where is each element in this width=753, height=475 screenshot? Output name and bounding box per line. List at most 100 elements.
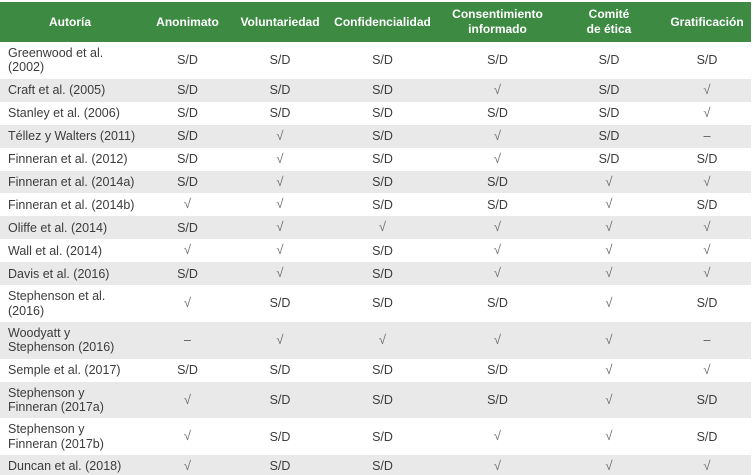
value-cell: S/D: [177, 128, 198, 143]
value-cell: √: [605, 219, 613, 235]
value-cell: √: [703, 361, 711, 377]
value-cell: S/D: [372, 174, 393, 189]
value-cell: S/D: [598, 83, 620, 98]
value-cell: √: [276, 150, 284, 166]
value-cell: √: [493, 428, 502, 444]
value-cell: √: [493, 458, 502, 474]
value-cell: √: [183, 391, 192, 407]
table-row: Woodyatt y Stephenson (2016) – √ √ √ √ –: [0, 321, 751, 359]
value-cell: S/D: [487, 296, 508, 311]
table-row: Greenwood et al. (2002) S/D S/D S/D S/D S/D S/…: [0, 42, 751, 79]
column-header-anonimato: Anonimato: [140, 2, 235, 42]
value-cell: S/D: [598, 151, 620, 166]
value-cell: S/D: [598, 105, 620, 120]
value-cell: √: [183, 196, 192, 212]
author-cell: Stephenson et al. (2016): [8, 289, 106, 318]
value-cell: S/D: [177, 105, 198, 120]
value-cell: S/D: [269, 296, 291, 311]
value-cell: √: [276, 173, 284, 189]
value-cell: S/D: [487, 362, 508, 377]
author-cell: Greenwood et al. (2002): [8, 46, 104, 75]
value-cell: S/D: [487, 392, 508, 407]
value-cell: S/D: [372, 362, 393, 377]
table-row: Craft et al. (2005) S/D S/D S/D √ S/D √: [0, 78, 751, 102]
value-cell: √: [703, 242, 711, 258]
table-row: Duncan et al. (2018) √ S/D S/D √ √ √: [0, 455, 751, 475]
value-cell: S/D: [177, 266, 198, 281]
value-cell: √: [493, 127, 502, 143]
value-cell: √: [493, 331, 502, 347]
value-cell: √: [493, 219, 502, 235]
table-row: Stephenson y Finneran (2017a) √ S/D S/D S/D √…: [0, 381, 751, 419]
value-cell: S/D: [372, 128, 393, 143]
value-cell: S/D: [487, 197, 508, 212]
value-cell: S/D: [487, 105, 508, 120]
value-cell: √: [605, 458, 613, 474]
value-cell: √: [276, 196, 284, 212]
value-cell: S/D: [372, 53, 393, 68]
column-header-autoria: Autoría: [0, 2, 140, 42]
value-cell: S/D: [372, 392, 393, 407]
value-cell: S/D: [696, 197, 718, 212]
value-cell: √: [276, 265, 284, 281]
value-cell: S/D: [598, 128, 620, 143]
header-row: Autoría Anonimato Voluntariedad Confiden…: [0, 2, 751, 42]
value-cell: S/D: [372, 459, 393, 474]
author-cell: Davis et al. (2016): [8, 266, 110, 281]
value-cell: S/D: [269, 392, 291, 407]
value-cell: S/D: [177, 83, 198, 98]
author-cell: Stephenson y Finneran (2017a): [8, 385, 104, 414]
value-cell: √: [378, 331, 387, 347]
column-header-consentimiento: Consentimiento informado: [440, 2, 555, 42]
value-cell: √: [276, 242, 284, 258]
value-cell: S/D: [177, 53, 198, 68]
table-row: Finneran et al. (2014a) S/D √ S/D S/D √ √: [0, 170, 751, 194]
table-row: Stephenson et al. (2016) √ S/D S/D S/D √ S/D: [0, 285, 751, 322]
table-row: Téllez y Walters (2011) S/D √ S/D √ S/D –: [0, 124, 751, 148]
value-cell: S/D: [487, 174, 508, 189]
author-cell: Semple et al. (2017): [8, 362, 121, 377]
value-cell: √: [605, 295, 613, 311]
value-cell: √: [183, 295, 192, 311]
value-cell: S/D: [177, 174, 198, 189]
author-cell: Finneran et al. (2012): [8, 151, 128, 166]
value-cell: –: [184, 333, 191, 348]
author-cell: Oliffe et al. (2014): [8, 220, 108, 235]
table-row: Finneran et al. (2012) S/D √ S/D √ S/D S/D: [0, 148, 751, 171]
value-cell: S/D: [269, 105, 291, 120]
value-cell: √: [493, 242, 502, 258]
value-cell: √: [605, 428, 613, 444]
value-cell: S/D: [269, 459, 291, 474]
value-cell: √: [605, 265, 613, 281]
value-cell: S/D: [269, 83, 291, 98]
value-cell: √: [276, 127, 284, 143]
author-cell: Craft et al. (2005): [8, 83, 106, 98]
author-cell: Duncan et al. (2018): [8, 459, 122, 474]
value-cell: S/D: [269, 53, 291, 68]
value-cell: √: [378, 219, 387, 235]
value-cell: S/D: [696, 296, 718, 311]
value-cell: √: [183, 458, 192, 474]
value-cell: √: [605, 361, 613, 377]
author-cell: Stephenson y Finneran (2017b): [8, 422, 104, 451]
author-cell: Finneran et al. (2014b): [8, 197, 135, 212]
value-cell: –: [703, 333, 711, 348]
author-cell: Woodyatt y Stephenson (2016): [8, 325, 115, 355]
table-row: Davis et al. (2016) S/D √ S/D √ √ √: [0, 262, 751, 286]
column-header-confidencialidad: Confidencialidad: [325, 2, 440, 42]
value-cell: S/D: [372, 266, 393, 281]
value-cell: S/D: [177, 151, 198, 166]
value-cell: √: [703, 173, 711, 189]
value-cell: S/D: [487, 53, 508, 68]
value-cell: S/D: [696, 392, 718, 407]
value-cell: √: [703, 81, 711, 97]
value-cell: √: [703, 458, 711, 474]
value-cell: √: [276, 331, 284, 347]
value-cell: S/D: [372, 429, 393, 444]
value-cell: √: [703, 219, 711, 235]
table-row: Stephenson y Finneran (2017b) √ S/D S/D √ √ S/…: [0, 418, 751, 455]
author-cell: Finneran et al. (2014a): [8, 174, 135, 189]
value-cell: √: [605, 331, 613, 347]
